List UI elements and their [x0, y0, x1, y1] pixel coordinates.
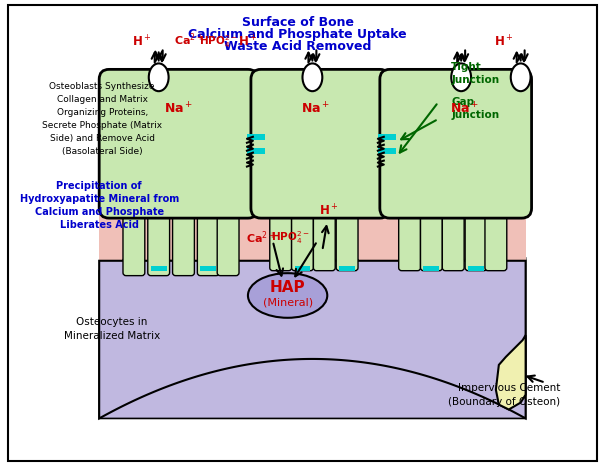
Ellipse shape — [511, 63, 530, 91]
Text: Calcium and Phosphate: Calcium and Phosphate — [35, 207, 164, 217]
Text: Collagen and Matrix: Collagen and Matrix — [56, 95, 148, 104]
Bar — [295, 266, 310, 271]
Text: Impervious Cement: Impervious Cement — [458, 383, 560, 393]
Text: Ca$^{2+}$: Ca$^{2+}$ — [173, 31, 203, 48]
FancyBboxPatch shape — [421, 197, 442, 271]
FancyBboxPatch shape — [270, 197, 292, 271]
Text: H$^+$: H$^+$ — [132, 34, 152, 49]
Text: Tight: Tight — [451, 62, 482, 72]
FancyBboxPatch shape — [217, 197, 239, 276]
Ellipse shape — [149, 63, 169, 91]
FancyBboxPatch shape — [336, 197, 358, 271]
Bar — [151, 266, 167, 271]
Text: Na$^+$: Na$^+$ — [449, 102, 479, 116]
Ellipse shape — [248, 273, 327, 318]
Text: Surface of Bone: Surface of Bone — [242, 16, 353, 29]
Polygon shape — [99, 226, 526, 418]
FancyBboxPatch shape — [148, 197, 170, 276]
Text: H$^+$: H$^+$ — [319, 203, 339, 218]
Text: Hydroxyapatite Mineral from: Hydroxyapatite Mineral from — [20, 194, 179, 204]
Bar — [468, 266, 484, 271]
FancyBboxPatch shape — [465, 197, 487, 271]
Ellipse shape — [302, 63, 322, 91]
Bar — [247, 148, 265, 154]
FancyBboxPatch shape — [398, 197, 421, 271]
Text: HAP: HAP — [270, 280, 305, 295]
FancyBboxPatch shape — [380, 69, 532, 218]
Text: (Mineral): (Mineral) — [263, 297, 313, 308]
Text: H$^+$: H$^+$ — [494, 34, 514, 49]
Text: Junction: Junction — [451, 110, 499, 120]
Bar — [99, 265, 526, 418]
Bar — [378, 134, 396, 140]
Text: Na$^+$: Na$^+$ — [301, 102, 330, 116]
FancyBboxPatch shape — [313, 197, 335, 271]
FancyBboxPatch shape — [485, 197, 507, 271]
Bar — [99, 195, 526, 276]
Polygon shape — [99, 256, 526, 418]
Bar — [247, 134, 265, 140]
Text: Calcium and Phosphate Uptake: Calcium and Phosphate Uptake — [188, 27, 407, 41]
Ellipse shape — [451, 63, 471, 91]
FancyBboxPatch shape — [123, 197, 145, 276]
Text: H$^+$: H$^+$ — [238, 34, 258, 49]
FancyBboxPatch shape — [292, 197, 313, 271]
FancyBboxPatch shape — [173, 197, 194, 276]
Polygon shape — [496, 335, 526, 410]
Bar — [378, 148, 396, 154]
Text: Mineralized Matrix: Mineralized Matrix — [64, 331, 160, 341]
Text: Osteocytes in: Osteocytes in — [76, 317, 148, 327]
Text: Liberates Acid: Liberates Acid — [59, 220, 139, 230]
Text: Gap: Gap — [451, 97, 475, 107]
Text: Na$^+$: Na$^+$ — [164, 102, 193, 116]
FancyBboxPatch shape — [442, 197, 464, 271]
Bar — [424, 266, 439, 271]
FancyBboxPatch shape — [197, 197, 219, 276]
Text: Secrete Phosphate (Matrix: Secrete Phosphate (Matrix — [42, 121, 162, 130]
FancyBboxPatch shape — [99, 69, 258, 218]
Text: HPO$_4^{2-}$: HPO$_4^{2-}$ — [199, 33, 238, 49]
Text: Precipitation of: Precipitation of — [56, 181, 142, 192]
Text: Side) and Remove Acid: Side) and Remove Acid — [50, 134, 155, 143]
Bar — [339, 266, 355, 271]
Bar — [200, 266, 216, 271]
Text: Ca$^{2+}$: Ca$^{2+}$ — [246, 229, 276, 246]
Text: HPO$_4^{2-}$: HPO$_4^{2-}$ — [271, 229, 310, 246]
Text: Osteoblasts Synthesize: Osteoblasts Synthesize — [49, 82, 155, 91]
FancyBboxPatch shape — [251, 69, 390, 218]
Text: (Boundary of Osteon): (Boundary of Osteon) — [448, 397, 560, 407]
Text: (Basolateral Side): (Basolateral Side) — [62, 147, 142, 156]
Text: Waste Acid Removed: Waste Acid Removed — [224, 40, 371, 53]
Text: Organizing Proteins,: Organizing Proteins, — [56, 108, 148, 117]
Text: Junction: Junction — [451, 75, 499, 85]
